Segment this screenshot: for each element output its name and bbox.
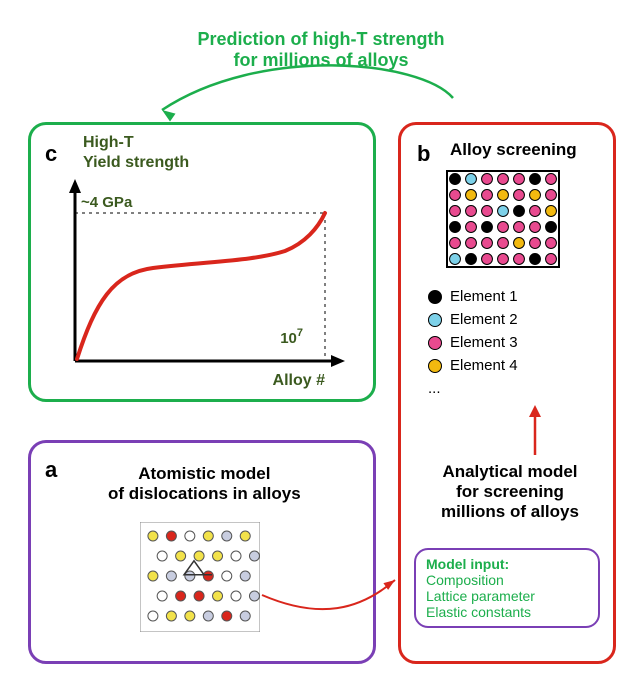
model-input-line: Composition [426,572,588,588]
model-input-line: Elastic constants [426,604,588,620]
panel-a-title: Atomistic model of dislocations in alloy… [108,464,301,504]
analytical-model-title: Analytical model for screening millions … [420,462,600,522]
model-input-box: Model input:CompositionLattice parameter… [414,548,600,628]
atomistic-lattice [140,522,260,632]
panel-a-letter: a [45,457,57,483]
model-input-title: Model input: [426,556,588,572]
model-input-line: Lattice parameter [426,588,588,604]
